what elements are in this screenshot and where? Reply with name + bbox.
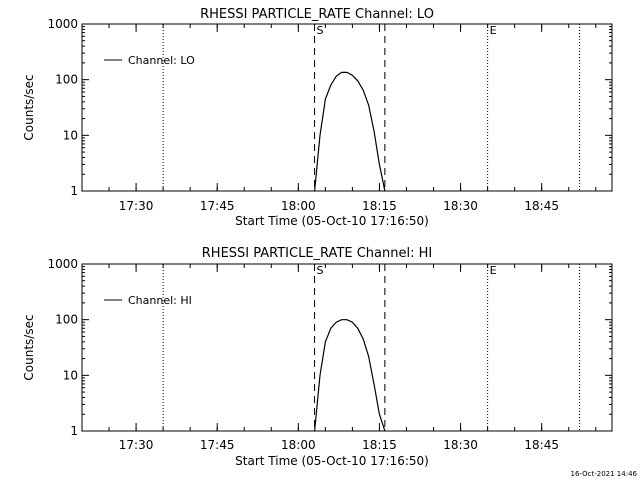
x-tick-label: 17:45 <box>200 199 235 213</box>
x-tick-label: 18:15 <box>362 199 397 213</box>
x-tick-label: 18:15 <box>362 438 397 452</box>
y-tick-label: 10 <box>63 368 78 382</box>
chart-title: RHESSI PARTICLE_RATE Channel: LO <box>200 7 434 22</box>
x-tick-label: 17:45 <box>200 438 235 452</box>
y-tick-label: 100 <box>55 73 78 87</box>
x-tick-label: 18:00 <box>281 199 316 213</box>
y-axis-label: Counts/sec <box>22 74 36 140</box>
series-line <box>314 319 386 432</box>
y-axis-label: Counts/sec <box>22 314 36 380</box>
plot-frame <box>81 23 613 192</box>
y-tick-label: 1 <box>70 424 78 438</box>
y-tick-label: 1 <box>70 184 78 198</box>
x-tick-label: 18:30 <box>443 438 478 452</box>
x-tick-label: 18:00 <box>281 438 316 452</box>
marker-label: S <box>317 264 324 277</box>
plot-frame <box>81 263 613 432</box>
chart-panel-1: RHESSI PARTICLE_RATE Channel: LO 1 10 100 10… <box>22 7 613 228</box>
chart-panel-2: RHESSI PARTICLE_RATE Channel: HI 1 10 100 10… <box>22 246 613 468</box>
x-axis-label: Start Time (05-Oct-10 17:16:50) <box>235 214 429 228</box>
marker-label: E <box>490 24 497 37</box>
legend-entry: Channel: LO <box>128 54 195 67</box>
y-tick-label: 1000 <box>47 17 78 31</box>
y-tick-label: 100 <box>55 313 78 327</box>
x-tick-label: 18:45 <box>524 438 559 452</box>
marker-label: S <box>317 24 324 37</box>
legend-entry: Channel: HI <box>128 294 192 307</box>
x-axis-label: Start Time (05-Oct-10 17:16:50) <box>235 454 429 468</box>
x-tick-label: 17:30 <box>119 199 154 213</box>
marker-label: E <box>490 264 497 277</box>
chart-title: RHESSI PARTICLE_RATE Channel: HI <box>202 246 432 261</box>
y-tick-label: 1000 <box>47 257 78 271</box>
x-tick-label: 17:30 <box>119 438 154 452</box>
series-line <box>314 71 386 192</box>
y-tick-label: 10 <box>63 128 78 142</box>
x-tick-label: 18:30 <box>443 199 478 213</box>
x-tick-label: 18:45 <box>524 199 559 213</box>
plot-timestamp: 16-Oct-2021 14:46 <box>570 470 637 478</box>
